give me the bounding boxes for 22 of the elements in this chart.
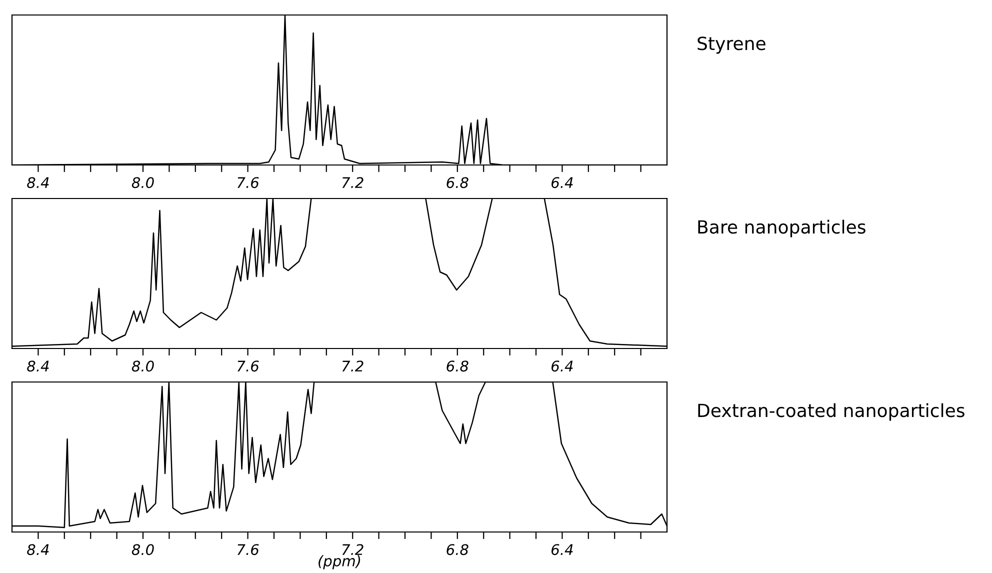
x-tick-label: 6.8 bbox=[446, 177, 468, 188]
x-tick-label: 7.6 bbox=[238, 544, 259, 556]
text: Bare nanoparticles bbox=[698, 220, 866, 238]
x-tick-label: 7.2 bbox=[342, 360, 364, 372]
x-tick-label: 8.0 bbox=[132, 544, 154, 556]
x-tick-label: 6.4 bbox=[552, 177, 573, 188]
x-tick-label: 8.0 bbox=[132, 360, 154, 372]
x-tick-label: 7.6 bbox=[238, 360, 259, 372]
text: Styrene bbox=[698, 36, 766, 54]
x-tick-label: 8.4 bbox=[27, 544, 49, 556]
x-axis-title: (ppm) bbox=[318, 555, 360, 570]
x-tick-label: 6.8 bbox=[446, 544, 468, 556]
x-tick-label: 8.0 bbox=[132, 177, 154, 188]
x-tick-label: 8.4 bbox=[27, 360, 49, 372]
x-tick-label: 7.2 bbox=[342, 544, 364, 555]
x-tick-label: 7.6 bbox=[238, 177, 259, 188]
x-tick-label: 6.8 bbox=[446, 360, 468, 372]
x-tick-label: 8.4 bbox=[27, 177, 49, 188]
text: Dextran-coated nanoparticles bbox=[698, 403, 964, 421]
x-tick-label: 7.2 bbox=[342, 177, 364, 188]
x-tick-label: 6.4 bbox=[552, 360, 573, 372]
x-tick-label: 6.4 bbox=[552, 544, 573, 556]
